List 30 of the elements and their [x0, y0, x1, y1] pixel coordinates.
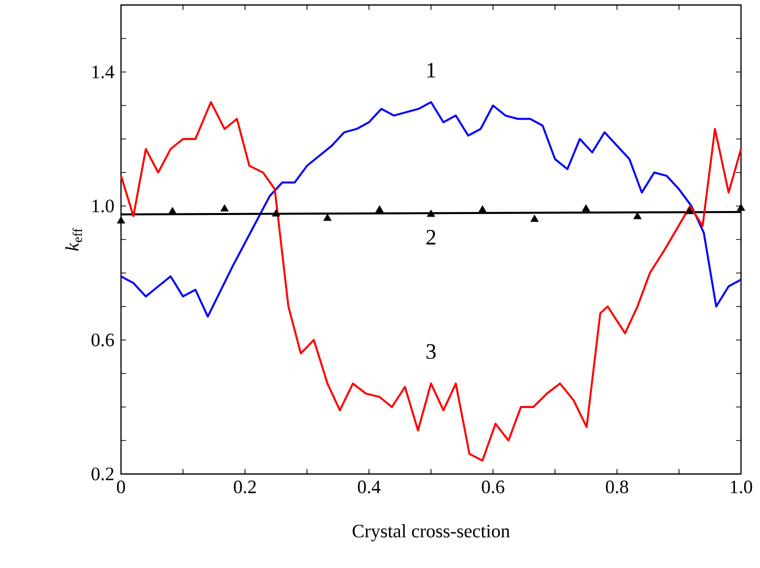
series-label: 2	[426, 230, 436, 244]
point	[736, 204, 746, 211]
x-tick-label: 0	[116, 480, 126, 494]
y-axis-title: k$_{eff}$	[65, 228, 82, 251]
point	[220, 204, 229, 212]
point	[685, 206, 694, 214]
y-tick-label: 1.4	[92, 66, 114, 78]
x-tick-label: 0.6	[482, 480, 504, 494]
y-tick-label: 1.0	[92, 200, 114, 212]
series-label: 1	[427, 62, 436, 78]
x-tick-label: 0.2	[234, 480, 256, 494]
point	[530, 214, 539, 222]
point	[272, 209, 280, 216]
point	[582, 204, 590, 212]
point	[426, 210, 436, 217]
y-tick-label: 0.2	[92, 468, 114, 480]
x-tick-label: 1.0	[730, 480, 752, 494]
series-label: 3	[426, 344, 436, 359]
x-tick-label: 0.8	[606, 480, 628, 494]
point	[375, 205, 384, 212]
point	[323, 214, 332, 221]
point	[478, 205, 487, 212]
y-tick-label: 0.6	[92, 334, 114, 346]
x-tick-label: 0.4	[358, 480, 381, 494]
point	[168, 206, 177, 214]
x-axis-title: Crystal cross-section	[352, 524, 510, 542]
line-series	[120, 101, 742, 462]
line-series	[120, 101, 742, 318]
point	[633, 212, 642, 220]
point	[116, 216, 126, 224]
